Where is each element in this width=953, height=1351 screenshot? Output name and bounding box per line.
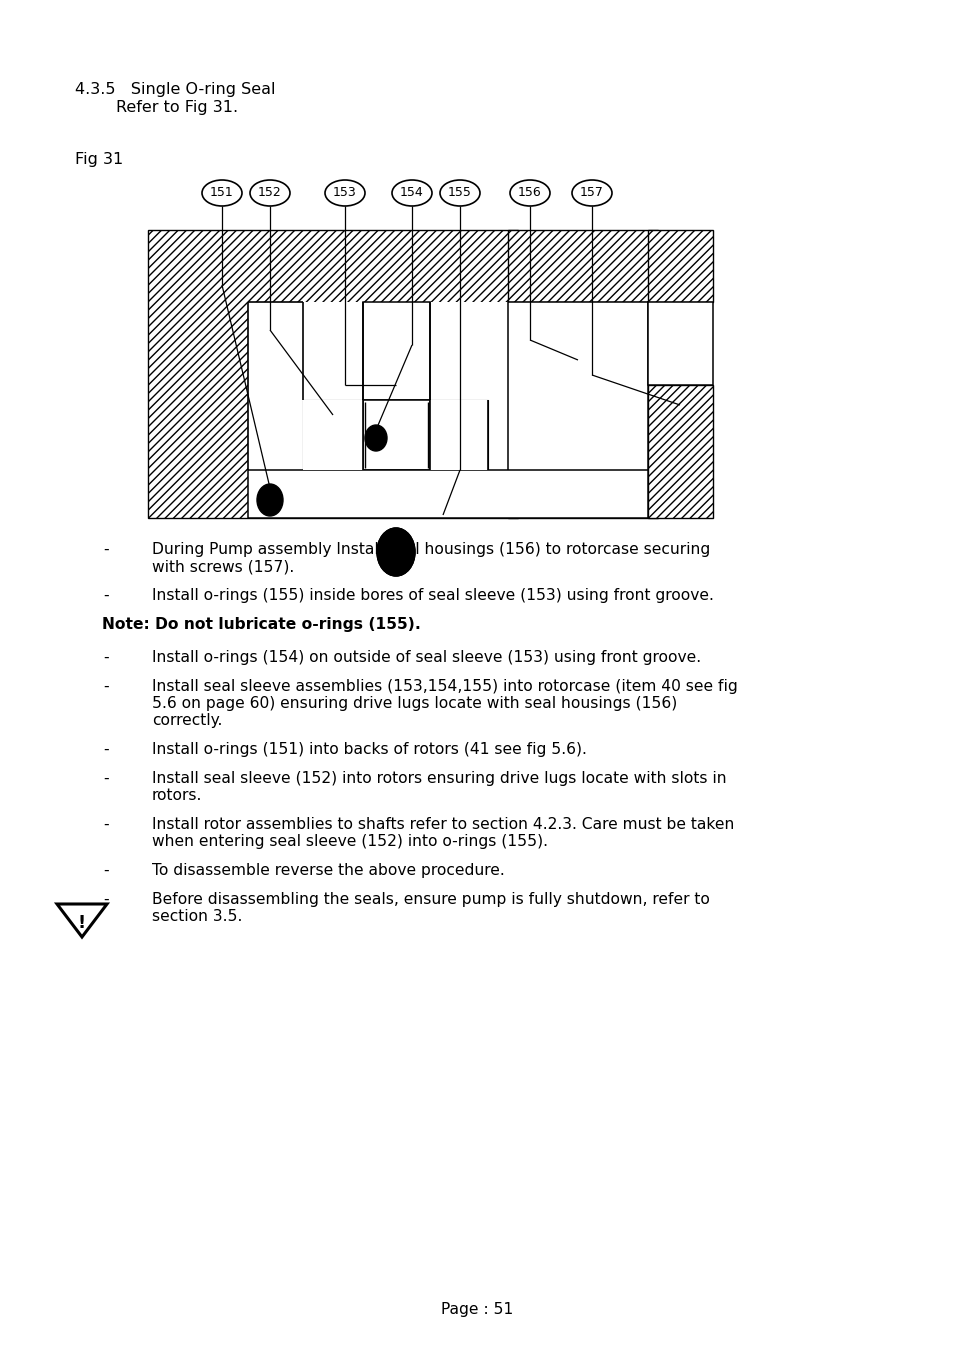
Bar xyxy=(430,400,488,470)
Text: Fig 31: Fig 31 xyxy=(75,153,123,168)
Text: when entering seal sleeve (152) into o-rings (155).: when entering seal sleeve (152) into o-r… xyxy=(152,834,547,848)
Bar xyxy=(303,400,363,470)
Text: rotors.: rotors. xyxy=(152,788,202,802)
Text: Before disassembling the seals, ensure pump is fully shutdown, refer to: Before disassembling the seals, ensure p… xyxy=(152,892,709,907)
Text: correctly.: correctly. xyxy=(152,713,222,728)
Text: Install seal sleeve assemblies (153,154,155) into rotorcase (item 40 see fig: Install seal sleeve assemblies (153,154,… xyxy=(152,680,737,694)
Text: -: - xyxy=(103,817,109,832)
Text: section 3.5.: section 3.5. xyxy=(152,909,242,924)
Bar xyxy=(647,230,712,303)
Ellipse shape xyxy=(439,180,479,205)
Ellipse shape xyxy=(376,528,415,576)
Text: Install seal sleeve (152) into rotors ensuring drive lugs locate with slots in: Install seal sleeve (152) into rotors en… xyxy=(152,771,726,786)
Text: 151: 151 xyxy=(210,186,233,200)
Text: Install o-rings (154) on outside of seal sleeve (153) using front groove.: Install o-rings (154) on outside of seal… xyxy=(152,650,700,665)
Text: 152: 152 xyxy=(258,186,281,200)
Ellipse shape xyxy=(250,180,290,205)
Bar xyxy=(507,508,658,517)
Text: 154: 154 xyxy=(399,186,423,200)
Text: -: - xyxy=(103,742,109,757)
Text: 156: 156 xyxy=(517,186,541,200)
Ellipse shape xyxy=(325,180,365,205)
Text: Note: Do not lubricate o-rings (155).: Note: Do not lubricate o-rings (155). xyxy=(102,617,420,632)
Text: During Pump assembly Install seal housings (156) to rotorcase securing: During Pump assembly Install seal housin… xyxy=(152,542,709,557)
Text: -: - xyxy=(103,650,109,665)
Bar xyxy=(148,230,517,517)
Text: -: - xyxy=(103,588,109,603)
Polygon shape xyxy=(57,904,107,938)
Bar xyxy=(248,470,647,517)
Bar xyxy=(365,403,428,467)
Text: 5.6 on page 60) ensuring drive lugs locate with seal housings (156): 5.6 on page 60) ensuring drive lugs loca… xyxy=(152,696,677,711)
Text: Install o-rings (151) into backs of rotors (41 see fig 5.6).: Install o-rings (151) into backs of roto… xyxy=(152,742,586,757)
Text: Page : 51: Page : 51 xyxy=(440,1302,513,1317)
Ellipse shape xyxy=(510,180,550,205)
Text: -: - xyxy=(103,542,109,557)
Text: Install o-rings (155) inside bores of seal sleeve (153) using front groove.: Install o-rings (155) inside bores of se… xyxy=(152,588,713,603)
Ellipse shape xyxy=(376,528,415,576)
Bar xyxy=(647,385,712,517)
Text: -: - xyxy=(103,771,109,786)
Text: 157: 157 xyxy=(579,186,603,200)
Bar xyxy=(507,303,647,508)
Bar xyxy=(507,230,658,303)
Text: 4.3.5   Single O-ring Seal: 4.3.5 Single O-ring Seal xyxy=(75,82,275,97)
Text: Refer to Fig 31.: Refer to Fig 31. xyxy=(75,100,238,115)
Bar xyxy=(430,400,488,470)
Bar xyxy=(647,303,712,385)
Text: 155: 155 xyxy=(448,186,472,200)
Text: -: - xyxy=(103,680,109,694)
Ellipse shape xyxy=(202,180,242,205)
Bar xyxy=(507,303,647,508)
Ellipse shape xyxy=(365,426,387,451)
Text: 153: 153 xyxy=(333,186,356,200)
Bar xyxy=(248,303,507,470)
Text: To disassemble reverse the above procedure.: To disassemble reverse the above procedu… xyxy=(152,863,504,878)
Text: -: - xyxy=(103,892,109,907)
Text: Install rotor assemblies to shafts refer to section 4.2.3. Care must be taken: Install rotor assemblies to shafts refer… xyxy=(152,817,734,832)
Ellipse shape xyxy=(392,180,432,205)
Bar xyxy=(363,303,430,400)
Bar xyxy=(143,170,718,534)
Bar xyxy=(647,303,712,385)
Text: !: ! xyxy=(78,915,86,932)
Ellipse shape xyxy=(572,180,612,205)
Bar xyxy=(303,400,363,470)
Ellipse shape xyxy=(256,484,283,516)
Bar xyxy=(363,400,430,470)
Text: -: - xyxy=(103,863,109,878)
Text: with screws (157).: with screws (157). xyxy=(152,559,294,574)
